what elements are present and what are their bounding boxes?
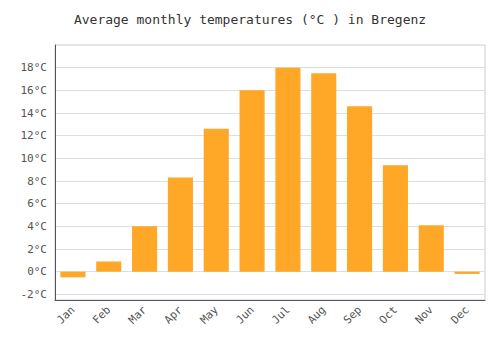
svg-text:10°C: 10°C bbox=[21, 152, 48, 165]
svg-text:16°C: 16°C bbox=[21, 84, 48, 97]
svg-text:Oct: Oct bbox=[377, 303, 400, 326]
svg-text:Apr: Apr bbox=[162, 303, 185, 326]
svg-text:Average monthly temperatures (: Average monthly temperatures (°C ) in Br… bbox=[74, 12, 426, 27]
svg-text:12°C: 12°C bbox=[21, 129, 48, 142]
svg-text:14°C: 14°C bbox=[21, 107, 48, 120]
svg-text:Dec: Dec bbox=[448, 303, 471, 326]
svg-text:May: May bbox=[198, 303, 221, 326]
svg-text:-2°C: -2°C bbox=[21, 288, 48, 301]
svg-text:0°C: 0°C bbox=[27, 265, 47, 278]
svg-text:6°C: 6°C bbox=[27, 197, 47, 210]
svg-text:Nov: Nov bbox=[413, 303, 436, 326]
svg-text:8°C: 8°C bbox=[27, 175, 47, 188]
svg-text:4°C: 4°C bbox=[27, 220, 47, 233]
svg-text:Jun: Jun bbox=[233, 303, 256, 326]
svg-text:Feb: Feb bbox=[90, 303, 113, 326]
svg-text:Sep: Sep bbox=[341, 303, 364, 326]
svg-text:Jul: Jul bbox=[269, 303, 292, 326]
svg-text:18°C: 18°C bbox=[21, 61, 48, 74]
svg-text:Mar: Mar bbox=[126, 303, 149, 326]
svg-text:2°C: 2°C bbox=[27, 243, 47, 256]
svg-text:Jan: Jan bbox=[54, 303, 77, 326]
svg-text:Aug: Aug bbox=[305, 303, 328, 326]
